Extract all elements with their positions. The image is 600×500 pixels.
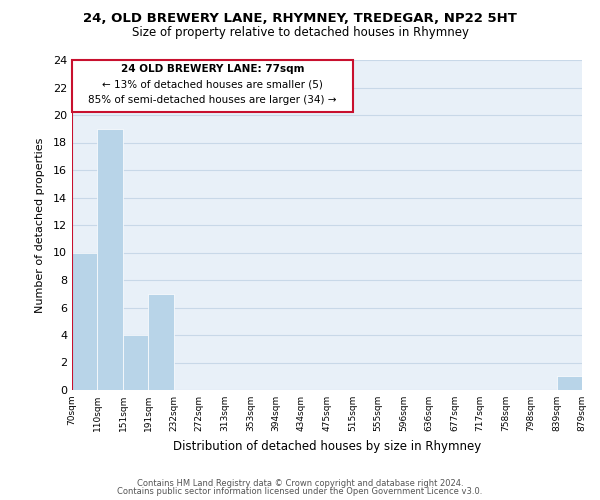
Text: 24 OLD BREWERY LANE: 77sqm: 24 OLD BREWERY LANE: 77sqm xyxy=(121,64,304,74)
FancyBboxPatch shape xyxy=(72,60,353,112)
Bar xyxy=(97,128,123,390)
Bar xyxy=(72,252,97,390)
Bar xyxy=(557,376,582,390)
Text: 24, OLD BREWERY LANE, RHYMNEY, TREDEGAR, NP22 5HT: 24, OLD BREWERY LANE, RHYMNEY, TREDEGAR,… xyxy=(83,12,517,26)
Text: Contains public sector information licensed under the Open Government Licence v3: Contains public sector information licen… xyxy=(118,487,482,496)
Bar xyxy=(123,335,148,390)
Text: Size of property relative to detached houses in Rhymney: Size of property relative to detached ho… xyxy=(131,26,469,39)
Text: ← 13% of detached houses are smaller (5): ← 13% of detached houses are smaller (5) xyxy=(102,79,323,89)
Bar xyxy=(148,294,174,390)
X-axis label: Distribution of detached houses by size in Rhymney: Distribution of detached houses by size … xyxy=(173,440,481,452)
Y-axis label: Number of detached properties: Number of detached properties xyxy=(35,138,44,312)
Text: Contains HM Land Registry data © Crown copyright and database right 2024.: Contains HM Land Registry data © Crown c… xyxy=(137,478,463,488)
Text: 85% of semi-detached houses are larger (34) →: 85% of semi-detached houses are larger (… xyxy=(88,95,337,105)
